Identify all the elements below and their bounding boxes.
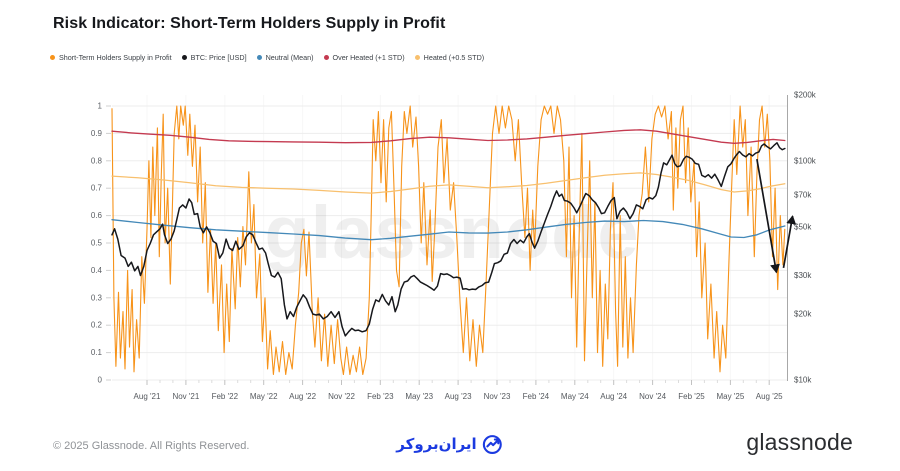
svg-text:$10k: $10k xyxy=(794,376,812,385)
svg-text:1: 1 xyxy=(98,102,103,111)
trend-arrow-circle-icon xyxy=(483,435,503,455)
page-title: Risk Indicator: Short-Term Holders Suppl… xyxy=(53,15,446,32)
glassnode-wordmark: glassnode xyxy=(746,429,853,455)
svg-text:Feb '23: Feb '23 xyxy=(367,392,394,401)
legend-swatch xyxy=(323,55,329,60)
legend-item-heated[interactable]: Heated (+0.5 STD) xyxy=(414,53,485,62)
svg-text:Nov '22: Nov '22 xyxy=(328,392,355,401)
svg-text:$200k: $200k xyxy=(794,91,817,100)
legend-label: Short-Term Holders Supply in Profit xyxy=(59,53,172,62)
svg-text:May '25: May '25 xyxy=(717,392,745,401)
svg-text:0.5: 0.5 xyxy=(91,239,103,248)
annotation-arrow-up xyxy=(782,215,797,269)
svg-text:Feb '25: Feb '25 xyxy=(678,392,705,401)
svg-text:$20k: $20k xyxy=(794,310,812,319)
svg-text:Nov '23: Nov '23 xyxy=(484,392,511,401)
svg-text:Aug '23: Aug '23 xyxy=(445,392,472,401)
legend-item-btc-price[interactable]: BTC: Price [USD] xyxy=(181,53,247,62)
svg-text:$100k: $100k xyxy=(794,156,817,165)
svg-text:$70k: $70k xyxy=(794,190,812,199)
svg-text:0.7: 0.7 xyxy=(91,184,103,193)
legend-label: BTC: Price [USD] xyxy=(190,53,247,62)
svg-text:May '22: May '22 xyxy=(250,392,278,401)
y-axis-right-labels: $200k $100k $70k $50k $30k $20k $10k xyxy=(794,91,817,385)
legend-swatch xyxy=(181,55,187,60)
svg-text:Nov '21: Nov '21 xyxy=(172,392,199,401)
svg-text:$30k: $30k xyxy=(794,271,812,280)
series-over-heated xyxy=(111,129,786,144)
svg-text:0.2: 0.2 xyxy=(91,321,103,330)
chart-legend: Short-Term Holders Supply in Profit BTC:… xyxy=(50,53,484,62)
iranbroker-logo-text: ایران‌بروکر xyxy=(396,435,477,453)
annotation-arrow-down xyxy=(756,158,780,274)
svg-text:$50k: $50k xyxy=(794,222,812,231)
series-neutral-mean xyxy=(111,219,786,241)
svg-text:May '24: May '24 xyxy=(561,392,589,401)
svg-text:0.8: 0.8 xyxy=(91,156,103,165)
svg-text:Feb '24: Feb '24 xyxy=(523,392,550,401)
copyright-text: © 2025 Glassnode. All Rights Reserved. xyxy=(53,440,250,452)
svg-text:0.6: 0.6 xyxy=(91,211,103,220)
legend-label: Neutral (Mean) xyxy=(265,53,314,62)
legend-item-over-heated[interactable]: Over Heated (+1 STD) xyxy=(323,53,405,62)
svg-text:May '23: May '23 xyxy=(405,392,433,401)
series-heated xyxy=(111,172,786,194)
svg-text:Feb '22: Feb '22 xyxy=(212,392,239,401)
series-sth-supply-in-profit xyxy=(111,105,786,376)
x-axis-labels: Aug '21 Nov '21 Feb '22 May '22 Aug '22 Nov '… xyxy=(134,380,783,401)
legend-item-sth-supply-in-profit[interactable]: Short-Term Holders Supply in Profit xyxy=(50,53,172,62)
series-btc-price xyxy=(111,142,786,337)
svg-text:Aug '22: Aug '22 xyxy=(289,392,316,401)
svg-text:0: 0 xyxy=(98,376,103,385)
legend-swatch xyxy=(414,55,420,60)
svg-text:Aug '24: Aug '24 xyxy=(600,392,627,401)
y-axis-left-labels: 1 0.9 0.8 0.7 0.6 0.5 0.4 0.3 0.2 0.1 0 xyxy=(91,102,111,385)
legend-swatch xyxy=(50,55,55,60)
legend-swatch xyxy=(256,55,262,60)
svg-text:0.9: 0.9 xyxy=(91,129,103,138)
svg-text:0.3: 0.3 xyxy=(91,293,103,302)
legend-label: Heated (+0.5 STD) xyxy=(423,53,485,62)
svg-text:0.4: 0.4 xyxy=(91,266,103,275)
legend-item-neutral-mean[interactable]: Neutral (Mean) xyxy=(256,53,314,62)
svg-text:0.1: 0.1 xyxy=(91,348,103,357)
risk-indicator-chart[interactable]: glassnode10.90.80.70.60.50.40.30.20.10$2… xyxy=(0,0,900,415)
legend-label: Over Heated (+1 STD) xyxy=(332,53,405,62)
svg-text:Aug '25: Aug '25 xyxy=(756,392,783,401)
iranbroker-logo[interactable]: ایران‌بروکر xyxy=(396,433,503,455)
series-lines xyxy=(111,105,786,376)
svg-text:Aug '21: Aug '21 xyxy=(134,392,161,401)
gridlines xyxy=(112,95,787,381)
svg-text:Nov '24: Nov '24 xyxy=(639,392,666,401)
